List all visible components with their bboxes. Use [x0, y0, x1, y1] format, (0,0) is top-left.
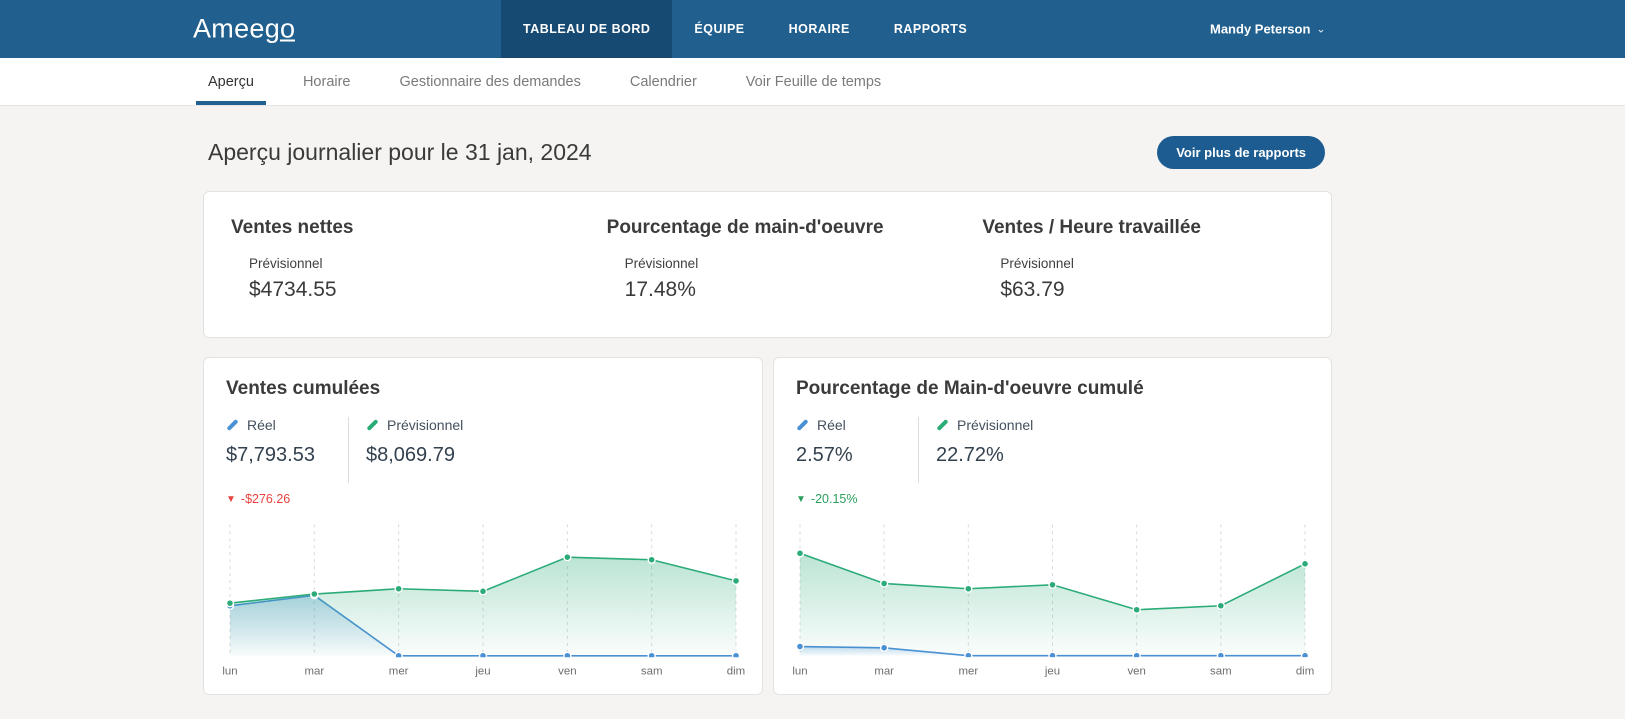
stat-pourcentage-main-doeuvre: Pourcentage de main-d'oeuvre Prévisionne… — [580, 217, 956, 302]
svg-text:jeu: jeu — [474, 666, 490, 678]
svg-text:mar: mar — [304, 666, 324, 678]
page-header: Aperçu journalier pour le 31 jan, 2024 V… — [203, 136, 1332, 169]
nav-equipe[interactable]: ÉQUIPE — [694, 22, 745, 36]
legend-divider — [918, 417, 919, 483]
stat-label: Prévisionnel — [1000, 256, 1074, 271]
delta-value: -$276.26 — [240, 492, 291, 506]
app-header: Ameego TABLEAU DE BORD ÉQUIPE HORAIRE RA… — [0, 0, 1625, 58]
sales-area-chart: lun mar mer jeu ven sam dim — [222, 519, 745, 679]
logo-underline-decoration — [280, 39, 296, 42]
subnav-apercu[interactable]: Aperçu — [196, 58, 266, 105]
stat-ventes-heure-travaillee: Ventes / Heure travaillée Prévisionnel $… — [955, 217, 1331, 302]
chart-title: Ventes cumulées — [226, 378, 381, 399]
subnav-horaire[interactable]: Horaire — [302, 73, 351, 90]
svg-text:mer: mer — [958, 666, 978, 678]
page-title: Aperçu journalier pour le 31 jan, 2024 — [208, 139, 592, 165]
user-menu[interactable]: Mandy Peterson ⌄ — [1210, 22, 1326, 37]
triangle-down-icon: ▼ — [796, 493, 806, 505]
svg-text:lun: lun — [222, 666, 237, 678]
actual-series-swatch-icon — [226, 418, 239, 432]
secondary-navigation: Aperçu Horaire Gestionnaire des demandes… — [0, 58, 1625, 106]
svg-text:lun: lun — [792, 666, 807, 678]
subnav-calendrier[interactable]: Calendrier — [629, 73, 697, 90]
forecast-series-swatch-icon — [366, 418, 379, 432]
forecast-series-swatch-icon — [936, 418, 949, 432]
stat-ventes-nettes: Ventes nettes Prévisionnel $4734.55 — [204, 217, 580, 302]
legend-forecast: Prévisionnel 22.72% — [936, 417, 1033, 483]
chart-legend: Réel $7,793.53 Prévisionnel $8,069.79 — [226, 417, 740, 483]
svg-text:dim: dim — [727, 666, 745, 678]
svg-text:jeu: jeu — [1044, 666, 1060, 678]
legend-actual-value: 2.57% — [796, 444, 853, 466]
stat-title: Pourcentage de main-d'oeuvre — [606, 217, 884, 238]
stat-value: 17.48% — [624, 278, 696, 301]
delta-value: -20.15% — [810, 492, 858, 506]
actual-series-swatch-icon — [796, 418, 809, 432]
stat-value: $4734.55 — [249, 278, 337, 301]
svg-text:mer: mer — [389, 666, 409, 678]
legend-actual-label: Réel — [247, 417, 276, 433]
svg-text:dim: dim — [1296, 666, 1314, 678]
legend-actual: Réel 2.57% — [796, 417, 918, 483]
main-content: Aperçu journalier pour le 31 jan, 2024 V… — [203, 136, 1332, 719]
stat-label: Prévisionnel — [624, 256, 699, 271]
legend-forecast: Prévisionnel $8,069.79 — [366, 417, 463, 483]
legend-forecast-value: $8,069.79 — [366, 444, 455, 466]
svg-text:ven: ven — [1127, 666, 1145, 678]
top-navigation: TABLEAU DE BORD ÉQUIPE HORAIRE RAPPORTS — [501, 0, 989, 58]
daily-summary-card: Ventes nettes Prévisionnel $4734.55 Pour… — [203, 191, 1332, 338]
nav-tableau-de-bord[interactable]: TABLEAU DE BORD — [501, 0, 673, 58]
chart-card-pourcentage-main-doeuvre: Pourcentage de Main-d'oeuvre cumulé Réel… — [773, 357, 1332, 695]
legend-forecast-label: Prévisionnel — [387, 417, 464, 433]
labour-area-chart: lun mar mer jeu ven sam dim — [792, 519, 1314, 679]
nav-rapports[interactable]: RAPPORTS — [893, 22, 968, 36]
svg-text:sam: sam — [641, 666, 663, 678]
stat-value: $63.79 — [1000, 278, 1065, 301]
app-logo-text: Ameego — [193, 13, 296, 44]
svg-text:ven: ven — [558, 666, 576, 678]
legend-actual-value: $7,793.53 — [226, 444, 315, 466]
triangle-down-icon: ▼ — [226, 493, 236, 505]
stat-title: Ventes / Heure travaillée — [982, 217, 1201, 238]
legend-actual: Réel $7,793.53 — [226, 417, 348, 483]
delta-indicator: ▼ -20.15% — [796, 492, 1309, 506]
svg-text:sam: sam — [1210, 666, 1232, 678]
chart-title: Pourcentage de Main-d'oeuvre cumulé — [796, 378, 1144, 399]
stat-label: Prévisionnel — [249, 256, 323, 271]
subnav-voir-feuille-de-temps[interactable]: Voir Feuille de temps — [745, 73, 882, 90]
nav-horaire[interactable]: HORAIRE — [788, 22, 850, 36]
stat-title: Ventes nettes — [231, 217, 354, 238]
svg-text:mar: mar — [874, 666, 894, 678]
chart-card-ventes-cumulees: Ventes cumulées Réel $7,793.53 Prévision… — [203, 357, 763, 695]
legend-forecast-label: Prévisionnel — [957, 417, 1034, 433]
user-name: Mandy Peterson — [1210, 21, 1311, 37]
legend-forecast-value: 22.72% — [936, 444, 1004, 466]
charts-row: Ventes cumulées Réel $7,793.53 Prévision… — [203, 357, 1332, 719]
app-logo[interactable]: Ameego — [193, 13, 296, 45]
legend-actual-label: Réel — [817, 417, 846, 433]
delta-indicator: ▼ -$276.26 — [226, 492, 740, 506]
chart-legend: Réel 2.57% Prévisionnel 22.72% — [796, 417, 1309, 483]
legend-divider — [348, 417, 349, 483]
chevron-down-icon: ⌄ — [1316, 23, 1326, 36]
subnav-gestionnaire-des-demandes[interactable]: Gestionnaire des demandes — [399, 73, 581, 90]
view-more-reports-button[interactable]: Voir plus de rapports — [1157, 136, 1325, 169]
